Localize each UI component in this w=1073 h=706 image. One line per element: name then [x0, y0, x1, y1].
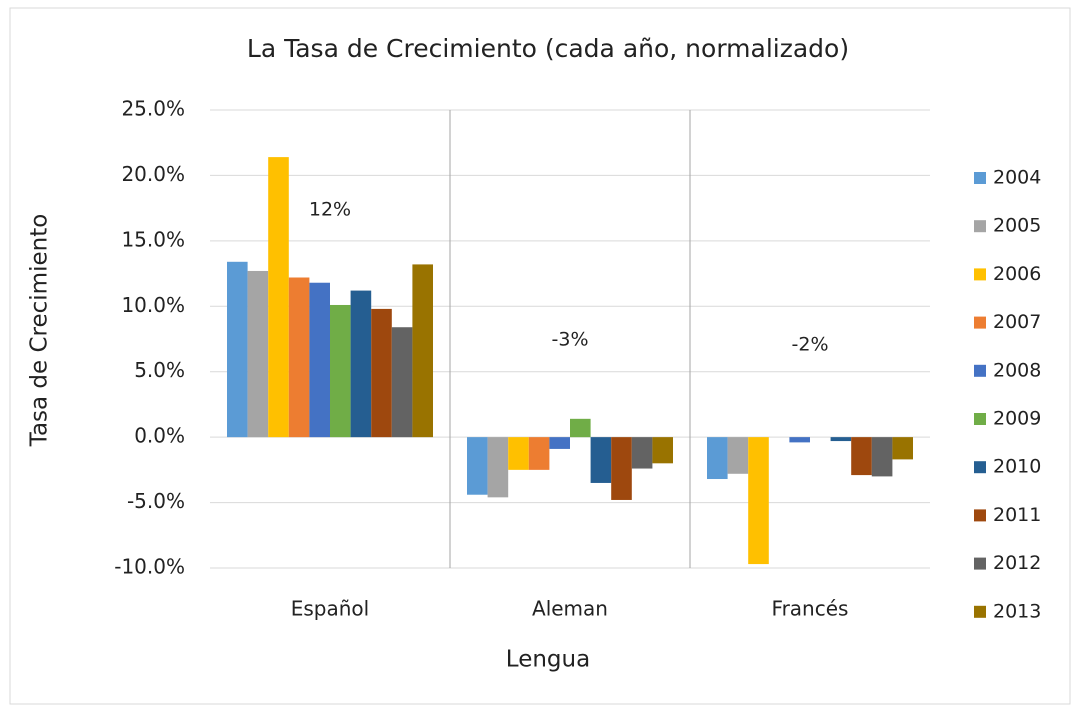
bar — [851, 437, 872, 476]
y-tick-label: -5.0% — [127, 489, 185, 513]
bar — [309, 282, 330, 438]
legend-label: 2005 — [993, 215, 1041, 237]
bar — [371, 308, 392, 438]
bar — [412, 264, 433, 438]
legend-swatch — [974, 220, 986, 233]
bar — [391, 327, 413, 438]
legend-swatch — [974, 509, 986, 522]
legend-label: 2009 — [993, 408, 1041, 430]
bar — [247, 270, 269, 438]
chart-border — [9, 7, 1071, 705]
bar — [467, 437, 488, 495]
x-axis-label: Lengua — [506, 647, 590, 673]
annotation: -2% — [792, 334, 829, 356]
x-tick-label: Francés — [772, 597, 849, 621]
legend-swatch — [974, 605, 986, 618]
x-tick-label: Español — [291, 597, 369, 621]
legend-label: 2013 — [993, 600, 1041, 622]
legend-swatch — [974, 461, 986, 474]
bar — [652, 437, 673, 464]
bar — [288, 277, 310, 438]
y-tick-label: -10.0% — [114, 555, 185, 579]
bar — [570, 418, 591, 438]
bar — [508, 437, 529, 470]
y-tick-label: 0.0% — [134, 424, 185, 448]
legend-label: 2010 — [993, 456, 1041, 478]
y-tick-label: 10.0% — [121, 293, 185, 317]
chart-title: La Tasa de Crecimiento (cada año, normal… — [247, 34, 849, 63]
annotation: 12% — [309, 199, 351, 221]
y-tick-label: 25.0% — [121, 97, 185, 121]
bar — [549, 437, 570, 449]
bar — [487, 437, 509, 498]
y-tick-label: 5.0% — [134, 358, 185, 382]
legend-swatch — [974, 316, 986, 329]
bar — [727, 437, 749, 474]
bar — [871, 437, 893, 477]
legend-label: 2012 — [993, 552, 1041, 574]
legend-label: 2007 — [993, 311, 1041, 333]
x-tick-label: Aleman — [532, 597, 608, 621]
legend-label: 2004 — [993, 167, 1041, 189]
annotation: -3% — [552, 329, 589, 351]
bar — [268, 157, 289, 438]
bar — [590, 437, 612, 483]
legend-swatch — [974, 364, 986, 377]
y-axis-label: Tasa de Crecimiento — [27, 214, 53, 448]
bar — [789, 437, 810, 443]
bar — [528, 437, 550, 470]
legend-swatch — [974, 413, 986, 425]
bar — [330, 304, 351, 438]
bar — [227, 261, 248, 438]
bar — [707, 437, 728, 480]
bar — [748, 437, 769, 565]
legend-swatch — [974, 557, 986, 570]
legend-label: 2011 — [993, 504, 1041, 526]
legend-label: 2008 — [993, 359, 1041, 381]
bar — [892, 437, 913, 460]
bar — [631, 437, 653, 469]
bar — [830, 437, 852, 442]
y-tick-label: 15.0% — [121, 227, 185, 251]
legend-label: 2006 — [993, 263, 1041, 285]
legend-swatch — [974, 172, 986, 184]
y-tick-label: 20.0% — [121, 162, 185, 186]
bar — [611, 437, 632, 500]
legend-swatch — [974, 268, 986, 281]
bar — [350, 290, 372, 438]
